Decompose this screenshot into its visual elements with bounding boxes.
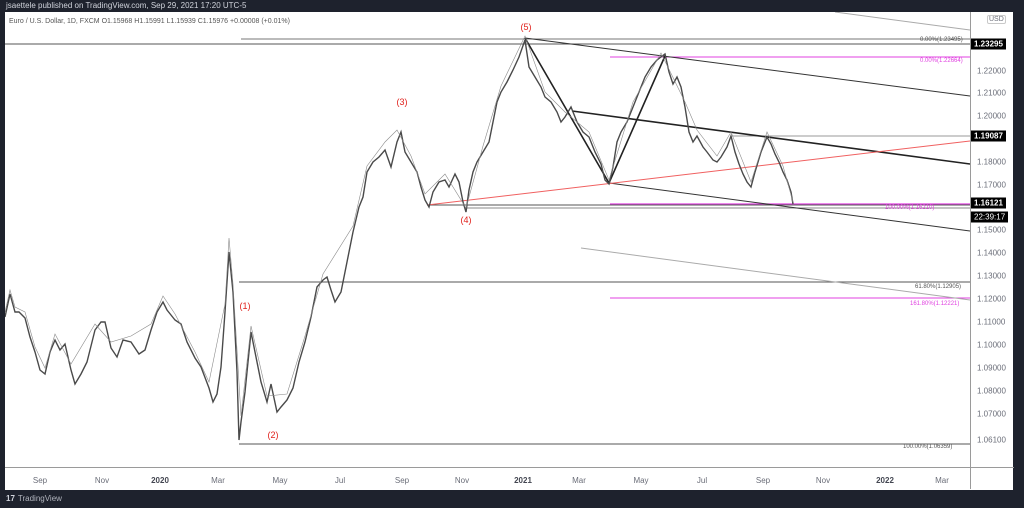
fib-label-618: 61.80%(1.12905) <box>915 284 962 290</box>
x-tick-year: 2021 <box>514 476 532 485</box>
x-tick: Sep <box>755 476 771 485</box>
tradingview-logo-icon: 17 <box>6 494 15 503</box>
fib-label-100-black: 100.00%(1.06359) <box>903 444 953 450</box>
wave-label-3: (3) <box>396 97 408 107</box>
upper-channel-line <box>524 37 970 97</box>
publish-bar: jsaettele published on TradingView.com, … <box>0 0 1024 12</box>
price-badge-resistance: 1.19087 <box>971 130 1006 142</box>
y-tick: 1.08000 <box>977 386 1006 396</box>
y-tick: 1.15000 <box>977 225 1006 235</box>
x-tick: Sep <box>32 476 48 485</box>
price-series <box>5 39 794 441</box>
y-tick: 1.12000 <box>977 294 1006 304</box>
wave-label-1: (1) <box>239 301 251 311</box>
y-tick: 1.07000 <box>977 409 1006 419</box>
upper-channel-ext-line <box>834 12 970 31</box>
wave-label-4: (4) <box>460 215 472 225</box>
tradingview-brand: TradingView <box>17 494 62 503</box>
chart-frame: Euro / U.S. Dollar, 1D, FXCM O1.15968 H1… <box>5 12 1014 490</box>
x-tick: Mar <box>572 476 586 485</box>
x-tick: Nov <box>454 476 470 485</box>
lower-channel-line <box>608 182 970 232</box>
y-tick: 1.06100 <box>977 435 1006 445</box>
y-tick: 1.14000 <box>977 248 1006 258</box>
price-chart-svg <box>5 12 970 445</box>
parallel-ext-line <box>580 247 970 301</box>
x-tick: Nov <box>815 476 831 485</box>
symbol-legend[interactable]: Euro / U.S. Dollar, 1D, FXCM O1.15968 H1… <box>9 18 290 25</box>
time-axis[interactable]: Sep Nov 2020 Mar May Jul Sep Nov 2021 Ma… <box>5 467 970 489</box>
publish-info: jsaettele published on TradingView.com, … <box>6 1 247 10</box>
wave-label-2: (2) <box>267 430 279 440</box>
x-tick-year: 2022 <box>876 476 894 485</box>
mid-channel-line <box>571 110 970 165</box>
y-tick: 1.09000 <box>977 363 1006 373</box>
red-trendline <box>426 140 970 206</box>
abc-zigzag <box>524 37 666 185</box>
fib-label-1618: 161.80%(1.12221) <box>910 301 960 307</box>
price-axis[interactable] <box>970 12 1014 467</box>
x-tick: May <box>272 476 288 485</box>
y-tick: 1.18000 <box>977 157 1006 167</box>
axis-corner <box>970 467 1014 489</box>
price-badge-last: 1.16121 <box>971 197 1006 209</box>
x-tick-year: 2020 <box>151 476 169 485</box>
x-tick: Sep <box>394 476 410 485</box>
x-tick: Mar <box>211 476 225 485</box>
y-tick: 1.11000 <box>977 317 1006 327</box>
wave-label-5: (5) <box>520 22 532 32</box>
y-tick: 1.20000 <box>977 111 1006 121</box>
fib-label-0-magenta: 0.00%(1.22664) <box>920 58 963 64</box>
bar-countdown: 22:39:17 <box>971 211 1009 223</box>
chart-plot-area[interactable]: Euro / U.S. Dollar, 1D, FXCM O1.15968 H1… <box>5 12 970 467</box>
y-tick: 1.21000 <box>977 88 1006 98</box>
tradingview-footer: 17 TradingView <box>6 494 62 503</box>
fib-label-0-black: 0.00%(1.23495) <box>920 37 963 43</box>
x-tick: Jul <box>696 476 708 485</box>
fib-label-100-magenta: 100.00%(1.16210) <box>885 205 935 211</box>
x-tick: Nov <box>94 476 110 485</box>
currency-label[interactable]: USD <box>987 15 1006 24</box>
price-badge-high: 1.23295 <box>971 38 1006 50</box>
y-tick: 1.10000 <box>977 340 1006 350</box>
price-series-shadow <box>5 35 794 417</box>
y-tick: 1.17000 <box>977 180 1006 190</box>
y-tick: 1.13000 <box>977 271 1006 281</box>
x-tick: May <box>633 476 649 485</box>
x-tick: Jul <box>334 476 346 485</box>
y-tick: 1.22000 <box>977 66 1006 76</box>
x-tick: Mar <box>935 476 949 485</box>
